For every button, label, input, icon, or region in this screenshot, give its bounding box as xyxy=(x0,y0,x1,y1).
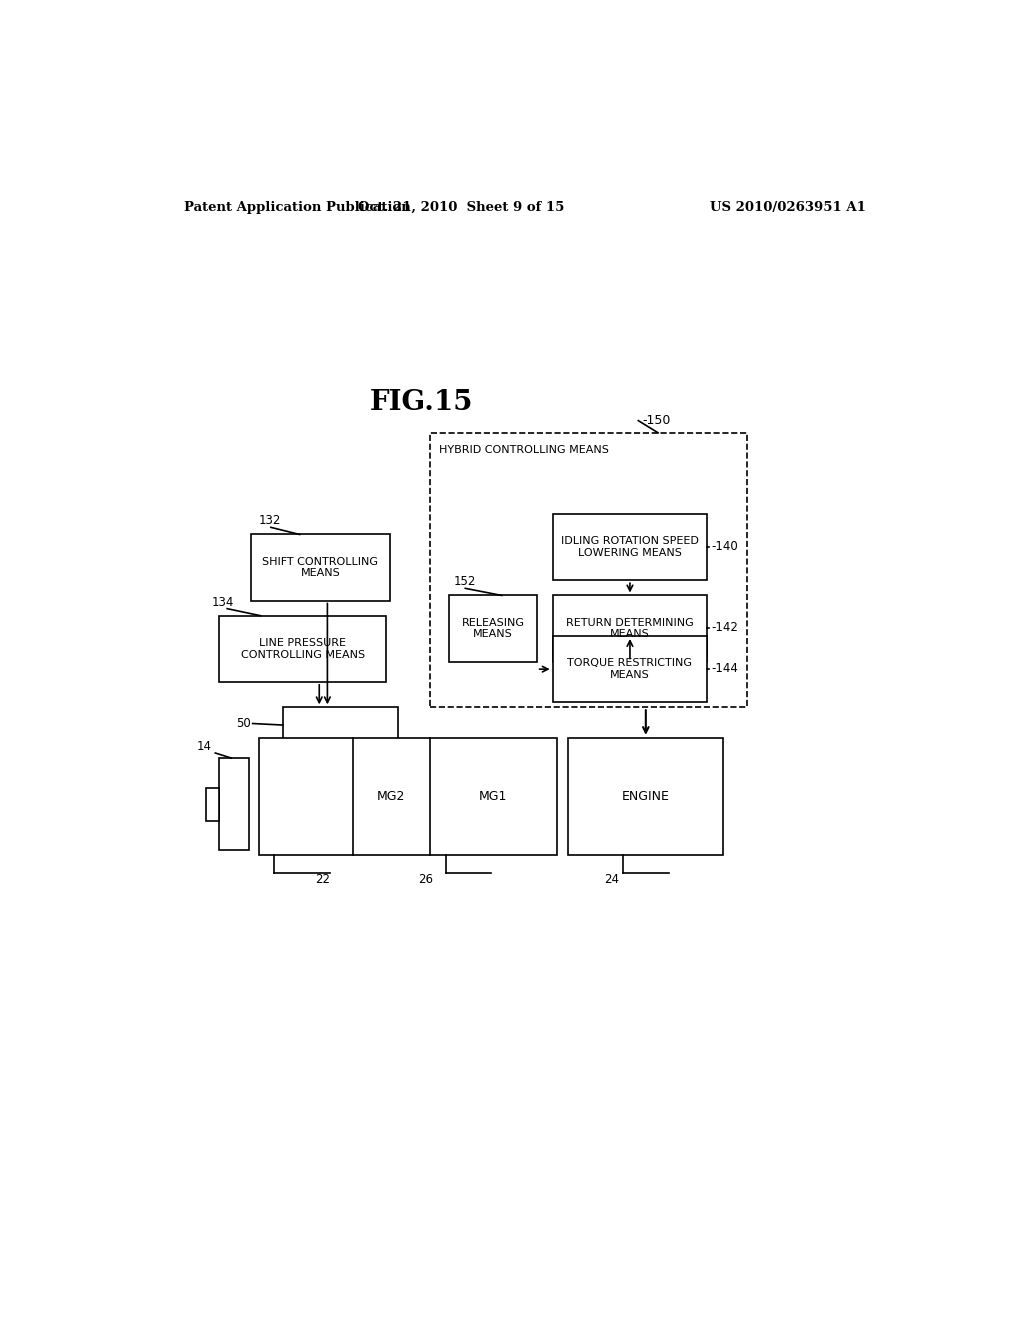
Text: IDLING ROTATION SPEED
LOWERING MEANS: IDLING ROTATION SPEED LOWERING MEANS xyxy=(561,536,699,558)
Bar xyxy=(259,738,557,854)
Bar xyxy=(568,738,723,854)
Bar xyxy=(283,708,397,743)
Text: LINE PRESSURE
CONTROLLING MEANS: LINE PRESSURE CONTROLLING MEANS xyxy=(241,638,365,660)
Text: ENGINE: ENGINE xyxy=(622,789,670,803)
Bar xyxy=(553,595,708,661)
Text: MG1: MG1 xyxy=(479,789,508,803)
Text: -144: -144 xyxy=(712,663,738,675)
Text: 14: 14 xyxy=(197,741,211,752)
Text: Patent Application Publication: Patent Application Publication xyxy=(183,201,411,214)
Bar xyxy=(430,433,748,708)
Text: 134: 134 xyxy=(211,595,233,609)
Bar xyxy=(219,615,386,682)
Text: 24: 24 xyxy=(604,873,620,886)
Text: 152: 152 xyxy=(454,576,476,589)
Bar xyxy=(450,595,537,661)
Text: FIG.15: FIG.15 xyxy=(370,389,473,416)
Text: -142: -142 xyxy=(712,622,738,635)
Text: 22: 22 xyxy=(315,873,330,886)
Text: RETURN DETERMINING
MEANS: RETURN DETERMINING MEANS xyxy=(566,618,694,639)
Text: -140: -140 xyxy=(712,540,738,553)
Text: MG2: MG2 xyxy=(377,789,406,803)
Text: 132: 132 xyxy=(259,515,282,528)
Bar xyxy=(206,788,219,821)
Text: SHIFT CONTROLLING
MEANS: SHIFT CONTROLLING MEANS xyxy=(262,557,379,578)
Text: -150: -150 xyxy=(642,414,671,428)
Text: 26: 26 xyxy=(418,873,433,886)
Bar xyxy=(553,515,708,581)
Bar xyxy=(251,535,390,601)
Text: RELEASING
MEANS: RELEASING MEANS xyxy=(462,618,524,639)
Bar xyxy=(219,758,250,850)
Bar xyxy=(553,636,708,702)
Text: Oct. 21, 2010  Sheet 9 of 15: Oct. 21, 2010 Sheet 9 of 15 xyxy=(358,201,564,214)
Text: TORQUE RESTRICTING
MEANS: TORQUE RESTRICTING MEANS xyxy=(567,659,692,680)
Text: US 2010/0263951 A1: US 2010/0263951 A1 xyxy=(711,201,866,214)
Text: 50: 50 xyxy=(237,717,251,730)
Text: HYBRID CONTROLLING MEANS: HYBRID CONTROLLING MEANS xyxy=(439,445,609,455)
